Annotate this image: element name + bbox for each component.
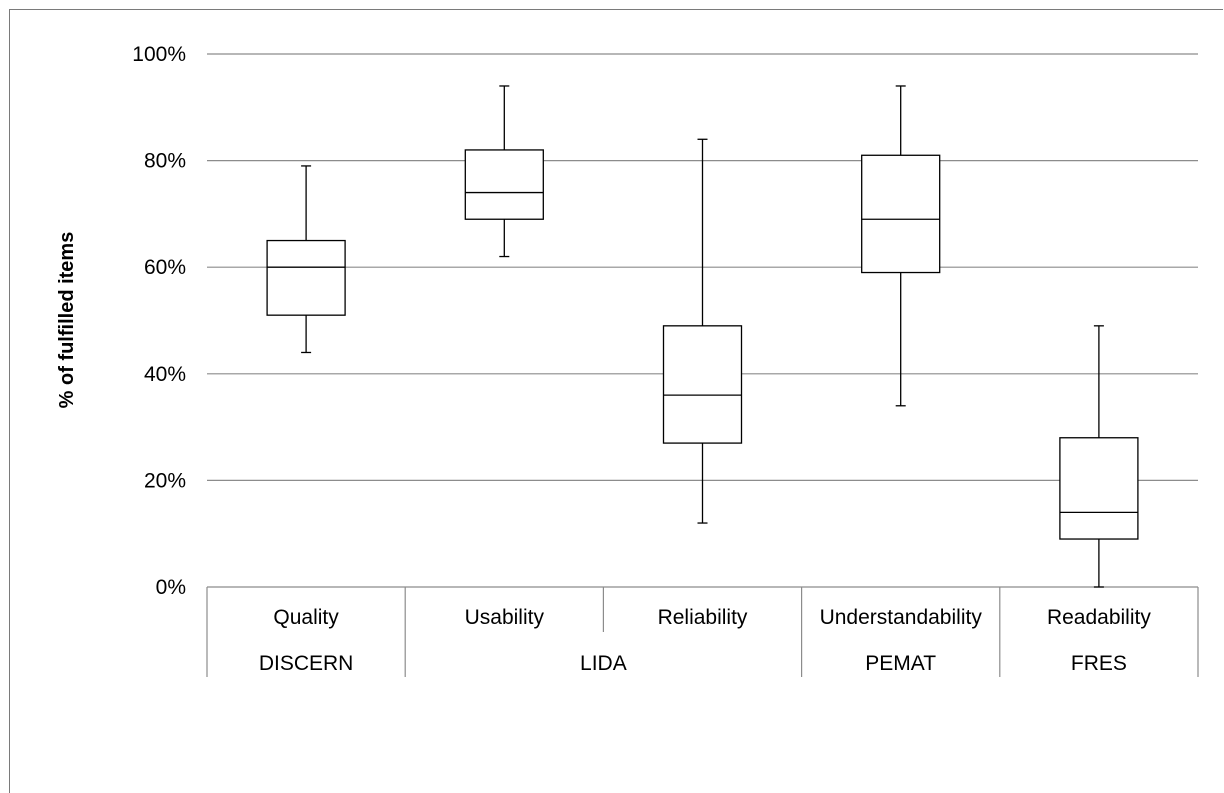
x-category-label: Understandability bbox=[820, 606, 983, 629]
x-group-label: FRES bbox=[1071, 652, 1127, 675]
x-group-label: DISCERN bbox=[259, 652, 354, 675]
x-axis: Quality Usability Reliability Understandabi… bbox=[206, 587, 1199, 677]
boxes bbox=[266, 85, 1139, 588]
x-category-label: Quality bbox=[273, 606, 339, 629]
y-axis-label: % of fulfilled items bbox=[56, 232, 78, 409]
iqr-box bbox=[464, 149, 544, 220]
x-group-label: PEMAT bbox=[865, 652, 936, 675]
y-axis-ticks: 0% 20% 40% 60% 80% 100% bbox=[132, 43, 186, 599]
y-tick-label: 100% bbox=[132, 43, 186, 66]
y-tick-label: 20% bbox=[144, 469, 186, 492]
x-category-label: Usability bbox=[465, 606, 545, 629]
y-tick-label: 60% bbox=[144, 256, 186, 279]
iqr-box bbox=[266, 239, 346, 316]
iqr-box bbox=[1059, 437, 1139, 540]
chart-frame bbox=[9, 9, 1223, 793]
x-group-label: LIDA bbox=[580, 652, 627, 675]
box-readability bbox=[1059, 325, 1139, 588]
iqr-box bbox=[662, 325, 743, 444]
y-tick-label: 0% bbox=[156, 576, 186, 599]
box-understandability bbox=[861, 85, 941, 407]
x-category-label: Reliability bbox=[658, 606, 748, 629]
box-quality bbox=[266, 165, 346, 354]
y-tick-label: 40% bbox=[144, 363, 186, 386]
box-usability bbox=[464, 85, 544, 258]
y-tick-label: 80% bbox=[144, 150, 186, 173]
iqr-box bbox=[861, 154, 941, 274]
box-reliability bbox=[662, 138, 743, 524]
x-category-label: Readability bbox=[1047, 606, 1151, 629]
